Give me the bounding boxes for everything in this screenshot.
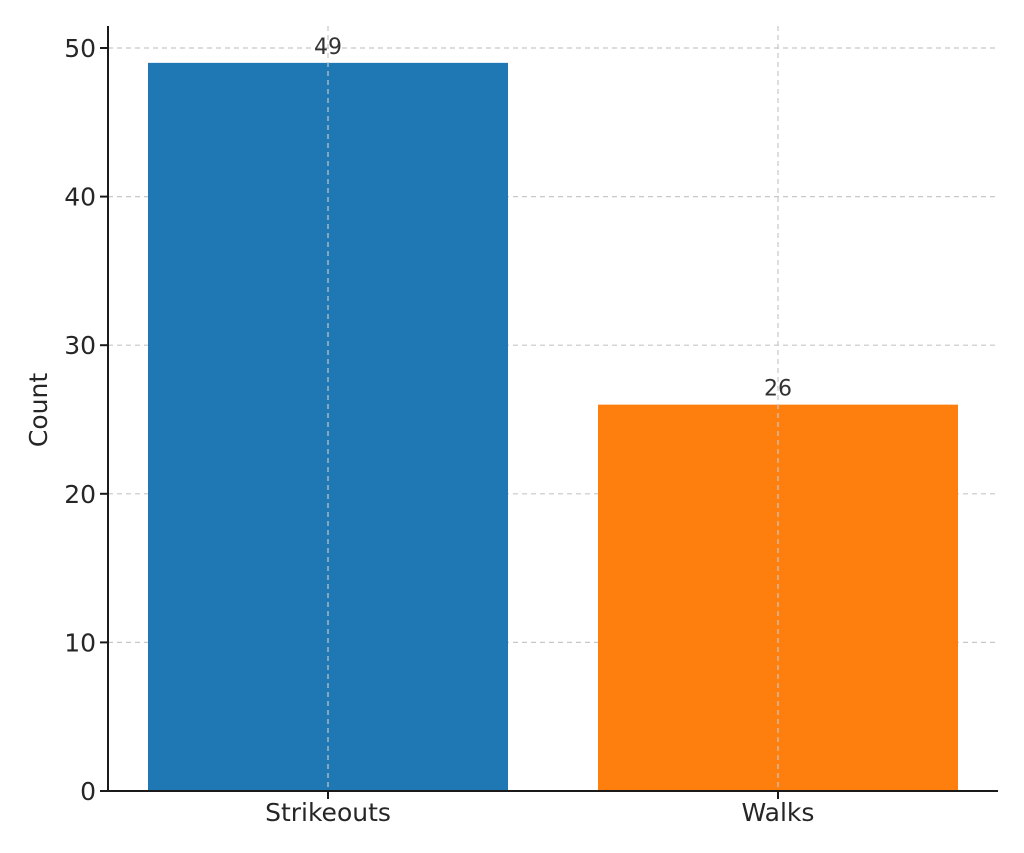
y-axis-label: Count <box>24 373 53 447</box>
y-tick-label-10: 10 <box>64 628 96 657</box>
x-tick-label-walks: Walks <box>742 798 815 827</box>
data-label-strikeouts: 49 <box>314 35 342 60</box>
bars <box>148 62 958 792</box>
data-label-walks: 26 <box>764 377 792 402</box>
vertical-grid <box>327 26 779 791</box>
data-labels: 49 26 <box>314 35 792 402</box>
y-tick-label-0: 0 <box>80 777 96 806</box>
y-tick-label-30: 30 <box>64 331 96 360</box>
y-tick-label-20: 20 <box>64 480 96 509</box>
x-tick-label-strikeouts: Strikeouts <box>265 798 391 827</box>
y-tick-label-50: 50 <box>64 34 96 63</box>
y-tick-label-40: 40 <box>64 183 96 212</box>
axes: 0 10 20 30 40 50 Strikeouts Walks <box>64 26 998 827</box>
